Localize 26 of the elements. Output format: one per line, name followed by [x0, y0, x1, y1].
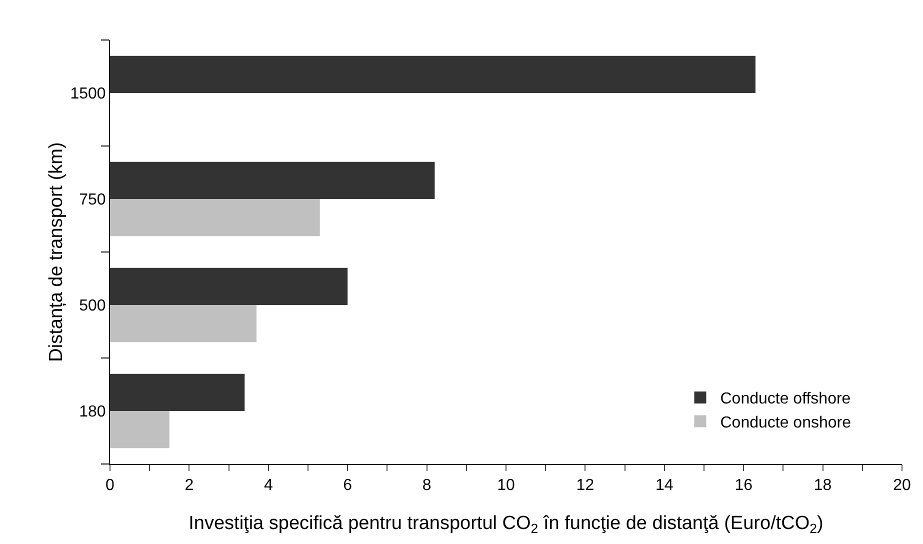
bar [110, 199, 320, 236]
bar [110, 305, 257, 342]
x-tick-label: 18 [814, 477, 832, 494]
x-tick-label: 20 [893, 477, 911, 494]
y-tick-label: 750 [79, 192, 106, 209]
bar [110, 268, 348, 305]
bar [110, 374, 245, 411]
y-tick-label: 500 [79, 298, 106, 315]
legend-label: Conducte onshore [720, 414, 852, 432]
x-tick-label: 2 [184, 477, 194, 494]
legend-label: Conducte offshore [720, 390, 851, 408]
x-tick-label: 14 [656, 477, 674, 494]
x-tick-label: 4 [264, 477, 273, 494]
x-tick-label: 12 [576, 477, 594, 494]
bar [110, 411, 170, 448]
x-tick-label: 6 [343, 477, 352, 494]
x-axis-title: Investiţia specifică pentru transportul CO$_{2}$ în funcţie de distanţă (Euro/tCO$_{2}$) [188, 513, 824, 536]
x-tick-label: 0 [106, 477, 115, 494]
bar [110, 56, 756, 93]
y-tick-label: 1500 [70, 86, 106, 103]
y-axis-title: Distanța de transport (km) [46, 142, 67, 362]
x-tick-label: 8 [422, 477, 432, 494]
x-tick-label: 10 [497, 477, 515, 494]
y-tick-label: 180 [79, 404, 106, 421]
bar [110, 162, 435, 199]
x-tick-label: 16 [734, 477, 753, 494]
